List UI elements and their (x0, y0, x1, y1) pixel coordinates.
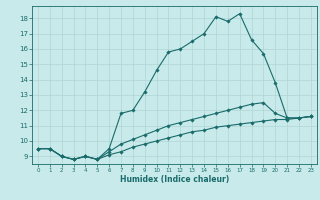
X-axis label: Humidex (Indice chaleur): Humidex (Indice chaleur) (120, 175, 229, 184)
